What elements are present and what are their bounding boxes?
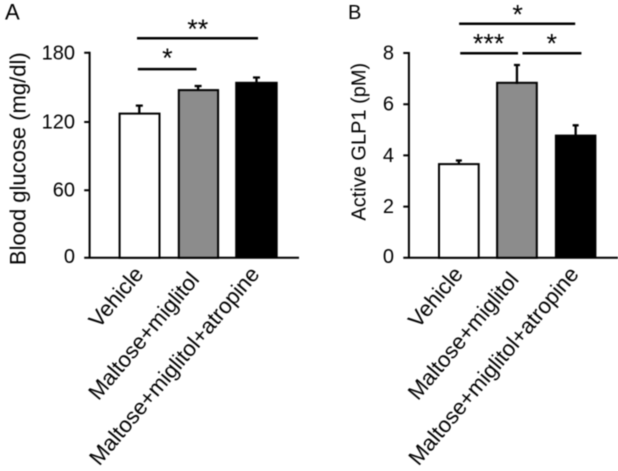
svg-text:B: B bbox=[348, 2, 361, 24]
svg-text:2: 2 bbox=[383, 196, 394, 218]
svg-text:180: 180 bbox=[42, 42, 75, 64]
svg-text:4: 4 bbox=[383, 145, 394, 167]
svg-text:6: 6 bbox=[383, 94, 394, 116]
svg-text:120: 120 bbox=[42, 111, 75, 133]
svg-text:*: * bbox=[162, 43, 173, 73]
svg-text:A: A bbox=[5, 0, 20, 25]
svg-text:*: * bbox=[546, 29, 557, 59]
svg-text:0: 0 bbox=[383, 246, 394, 268]
svg-text:Active GLP1 (pM): Active GLP1 (pM) bbox=[349, 63, 371, 221]
svg-text:60: 60 bbox=[53, 180, 75, 202]
svg-text:**: ** bbox=[187, 14, 209, 44]
svg-text:Blood glucose (mg/dl): Blood glucose (mg/dl) bbox=[6, 52, 31, 265]
svg-text:***: *** bbox=[473, 29, 505, 59]
svg-text:8: 8 bbox=[383, 43, 394, 65]
svg-text:0: 0 bbox=[64, 246, 75, 268]
svg-text:*: * bbox=[512, 0, 523, 30]
